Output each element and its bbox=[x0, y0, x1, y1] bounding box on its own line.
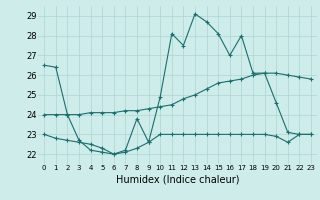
X-axis label: Humidex (Indice chaleur): Humidex (Indice chaleur) bbox=[116, 174, 239, 184]
